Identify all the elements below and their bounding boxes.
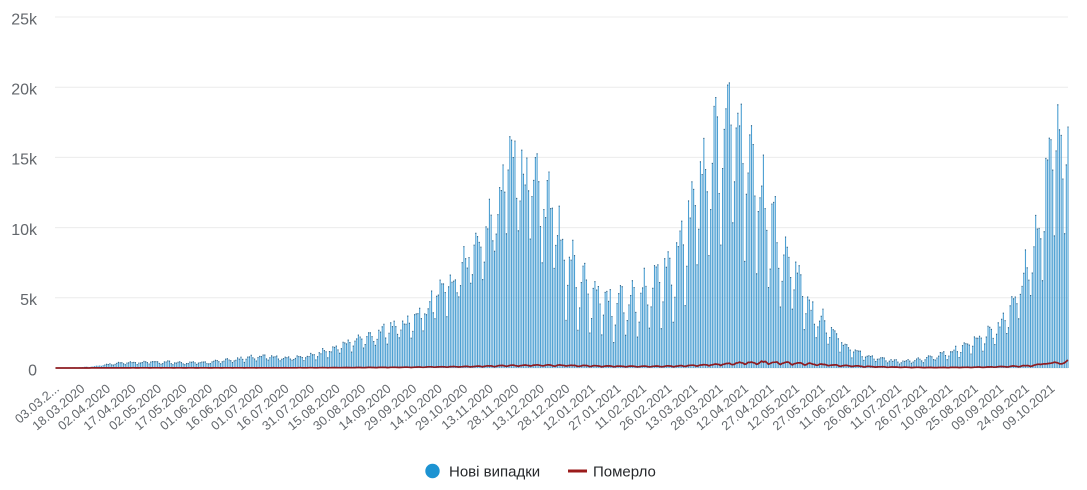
svg-text:Померло: Померло <box>593 464 656 481</box>
svg-text:10k: 10k <box>11 222 38 239</box>
svg-text:15k: 15k <box>11 152 38 169</box>
svg-text:Нові випадки: Нові випадки <box>449 464 540 481</box>
svg-text:0: 0 <box>28 362 37 379</box>
svg-text:20k: 20k <box>11 82 38 99</box>
svg-text:25k: 25k <box>11 11 38 28</box>
svg-text:5k: 5k <box>20 292 38 309</box>
